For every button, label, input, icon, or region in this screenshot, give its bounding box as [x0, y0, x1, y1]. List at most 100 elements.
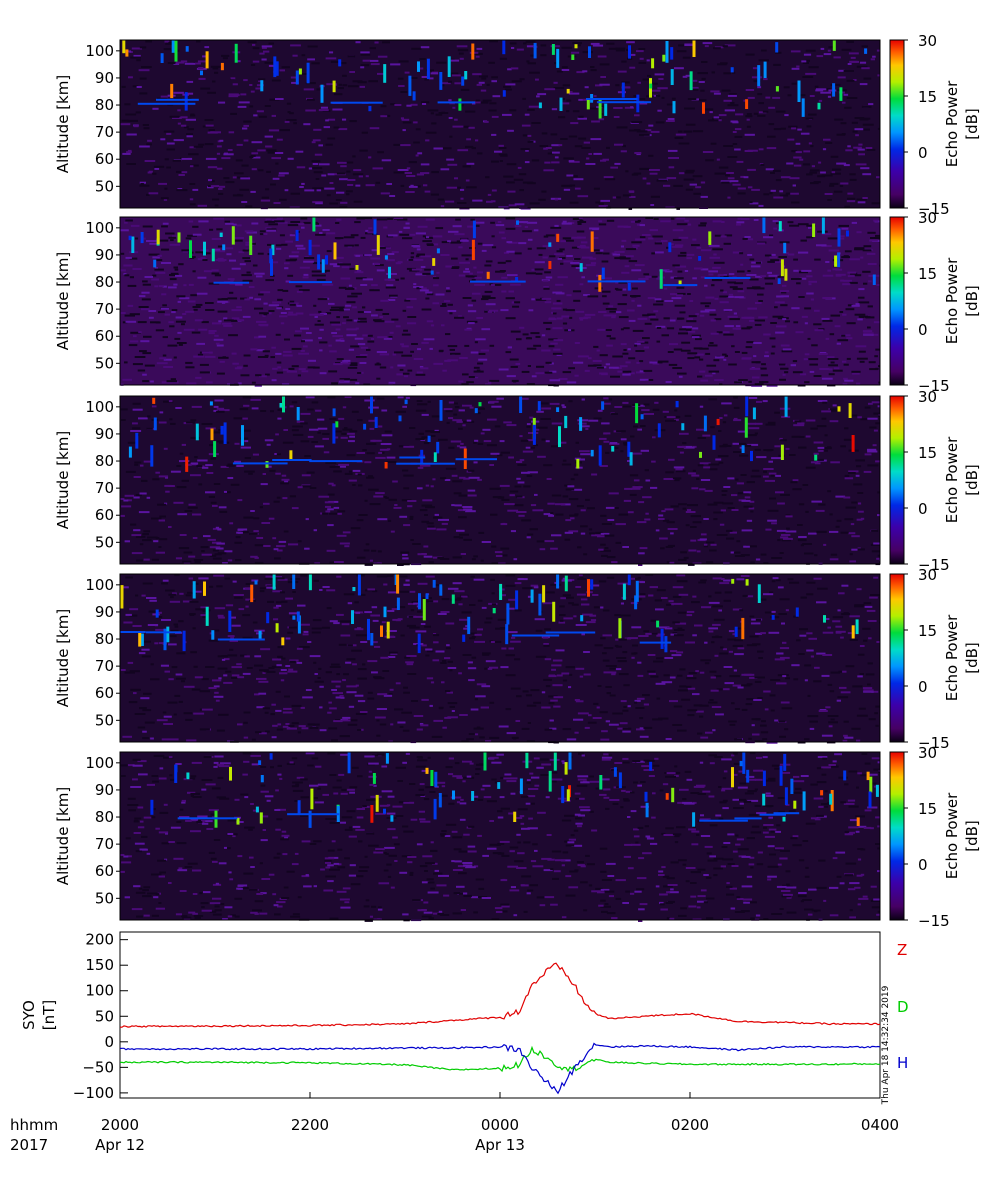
noise-cell: [164, 48, 171, 50]
echo-mark: [431, 271, 434, 275]
noise-cell: [275, 353, 281, 355]
noise-cell: [810, 728, 815, 730]
noise-cell: [356, 328, 359, 330]
noise-cell: [366, 443, 376, 445]
noise-cell: [175, 269, 179, 271]
echo-mark: [575, 44, 578, 48]
noise-cell: [377, 693, 387, 695]
noise-cell: [552, 495, 561, 497]
noise-cell: [297, 248, 306, 250]
noise-cell: [687, 257, 693, 259]
noise-cell: [378, 452, 382, 454]
noise-cell: [481, 707, 489, 709]
noise-cell: [490, 514, 497, 516]
noise-cell: [277, 218, 283, 220]
noise-cell: [329, 203, 338, 205]
noise-cell: [752, 724, 755, 726]
noise-cell: [847, 80, 855, 82]
colorbar-label: Echo Power: [943, 436, 961, 523]
noise-cell: [360, 284, 367, 286]
noise-cell: [426, 132, 437, 134]
noise-cell: [491, 546, 496, 548]
noise-cell: [381, 192, 390, 194]
noise-cell: [831, 156, 839, 158]
echo-mark: [432, 258, 435, 266]
noise-cell: [353, 169, 361, 171]
noise-cell: [333, 720, 342, 722]
noise-cell: [666, 738, 672, 740]
colorbar-unit: [dB]: [963, 464, 981, 496]
noise-cell: [243, 405, 249, 407]
noise-cell: [566, 489, 575, 491]
noise-cell: [734, 552, 741, 554]
noise-cell: [440, 305, 446, 307]
noise-cell: [394, 708, 403, 710]
noise-cell: [564, 189, 570, 191]
noise-cell: [278, 175, 285, 177]
noise-cell: [837, 339, 848, 341]
noise-cell: [805, 322, 808, 324]
noise-cell: [349, 706, 354, 708]
noise-cell: [730, 102, 734, 104]
noise-cell: [486, 617, 493, 619]
noise-cell: [677, 730, 687, 732]
noise-cell: [791, 202, 799, 204]
noise-cell: [322, 627, 330, 629]
noise-cell: [639, 134, 650, 136]
noise-cell: [699, 488, 705, 490]
noise-cell: [303, 345, 308, 347]
noise-cell: [139, 92, 147, 94]
noise-cell: [622, 402, 628, 404]
noise-cell: [722, 502, 733, 504]
noise-cell: [816, 244, 827, 246]
noise-cell: [846, 337, 852, 339]
noise-cell: [444, 300, 450, 302]
noise-cell: [811, 656, 814, 658]
noise-cell: [298, 731, 301, 733]
noise-cell: [314, 171, 323, 173]
echo-mark: [785, 397, 788, 417]
noise-cell: [293, 55, 298, 57]
noise-cell: [304, 257, 314, 259]
noise-cell: [722, 494, 727, 496]
noise-cell: [873, 543, 880, 545]
noise-cell: [796, 151, 802, 153]
noise-cell: [315, 445, 324, 447]
noise-cell: [171, 471, 181, 473]
noise-cell: [124, 103, 130, 105]
noise-cell: [678, 689, 688, 691]
noise-cell: [126, 321, 137, 323]
noise-cell: [656, 300, 663, 302]
noise-cell: [447, 164, 457, 166]
noise-cell: [388, 299, 395, 301]
noise-cell: [700, 302, 711, 304]
noise-cell: [604, 441, 610, 443]
noise-cell: [803, 163, 810, 165]
noise-cell: [734, 407, 740, 409]
noise-cell: [808, 638, 817, 640]
noise-cell: [511, 530, 516, 532]
echo-mark: [161, 53, 164, 63]
echo-mark: [818, 103, 821, 110]
noise-cell: [405, 172, 412, 174]
noise-cell: [648, 297, 656, 299]
noise-cell: [618, 660, 627, 662]
noise-cell: [744, 506, 753, 508]
noise-cell: [131, 225, 140, 227]
noise-cell: [249, 533, 258, 535]
noise-cell: [260, 291, 270, 293]
noise-cell: [607, 692, 612, 694]
echo-layer: [156, 99, 199, 101]
noise-cell: [792, 488, 801, 490]
noise-cell: [356, 356, 367, 358]
noise-cell: [271, 347, 276, 349]
noise-cell: [802, 543, 812, 545]
noise-cell: [276, 691, 281, 693]
noise-cell: [472, 200, 482, 202]
echo-mark: [757, 65, 760, 86]
noise-cell: [475, 277, 482, 279]
noise-cell: [543, 257, 548, 259]
noise-cell: [699, 348, 708, 350]
noise-cell: [272, 736, 277, 738]
noise-cell: [721, 509, 726, 511]
